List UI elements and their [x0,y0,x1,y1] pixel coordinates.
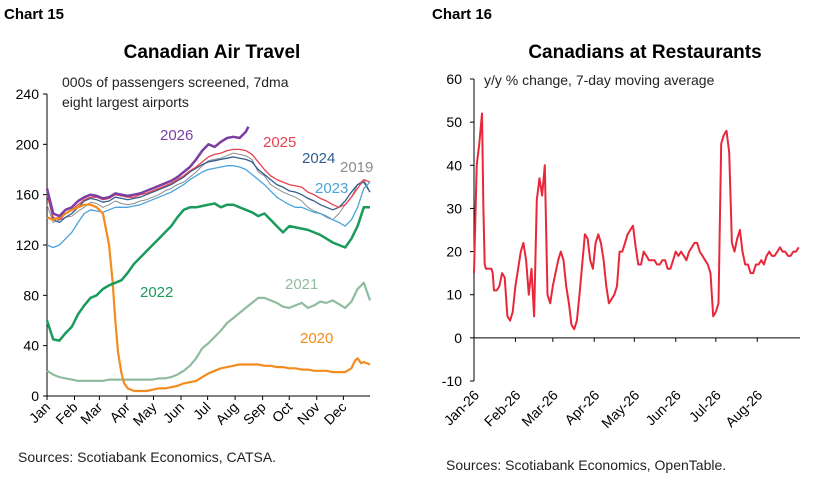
chart-15-series-2020 [46,203,371,393]
chart-16-x-tick-label: Jan-26 [441,387,483,429]
chart-15-series-label-2019: 2019 [340,159,373,176]
chart-15-series-2024 [46,156,371,224]
chart-16-title: Canadians at Restaurants [528,42,762,63]
chart-16-series-restaurants [473,112,800,331]
chart-15-series-label-2025: 2025 [263,134,296,151]
chart-15-number: Chart 15 [4,6,65,23]
chart-16-subtitle-line: y/y % change, 7-day moving average [484,72,715,88]
chart-15-series-2021 [46,281,372,382]
chart-15-series-label-2020: 2020 [300,330,333,347]
chart-16-x-tick-label: May-26 [598,387,642,431]
chart-15-series-label-2023: 2023 [315,180,348,197]
chart-15-series-label-2022: 2022 [140,284,173,301]
chart-15-series-2022 [45,202,370,342]
chart-16-number: Chart 16 [432,6,493,23]
chart-16-x-tick-label: Jul-26 [686,387,724,425]
chart-15-y-tick-label: 0 [31,388,39,404]
chart-16-y-tick-label: -10 [442,373,462,389]
chart-16-y-tick-label: 40 [446,157,462,173]
chart-15-y-tick-label: 80 [23,287,39,303]
chart-15-series-label-2021: 2021 [285,276,318,293]
chart-16-x-tick-label: Mar-26 [518,387,561,430]
chart-16-sources: Sources: Scotiabank Economics, OpenTable… [446,457,727,473]
chart-15-series-2019 [46,152,371,223]
chart-16-y-tick-label: 0 [454,330,462,346]
chart-15-y-tick-label: 240 [16,86,40,102]
chart-16-x-tick-label: Aug-26 [722,387,765,430]
chart-16-y-tick-label: 30 [446,200,462,216]
chart-16-x-tick-label: Jun-26 [642,387,684,429]
chart-15-series-2026 [45,126,250,218]
chart-15-y-tick-label: 120 [16,237,40,253]
chart-16-x-tick-label: Apr-26 [561,387,602,428]
chart-15-y-tick-label: 40 [23,338,39,354]
chart-15-series-label-2024: 2024 [302,150,335,167]
chart-15-y-tick-label: 160 [16,187,40,203]
chart-16-y-tick-label: 20 [446,244,462,260]
chart-15-title: Canadian Air Travel [123,42,301,63]
chart-16-y-tick-label: 10 [446,287,462,303]
chart-16-x-tick-label: Feb-26 [481,387,524,430]
chart-16-y-tick-label: 60 [446,71,462,87]
chart-15-series-label-2026: 2026 [160,127,193,144]
chart-15-subtitle-line: eight largest airports [62,94,189,110]
chart-15-subtitle-line: 000s of passengers screened, 7dma [62,74,289,90]
chart-15-y-tick-label: 200 [16,136,40,152]
chart-16-y-tick-label: 50 [446,114,462,130]
chart-15-sources: Sources: Scotiabank Economics, CATSA. [18,449,277,465]
